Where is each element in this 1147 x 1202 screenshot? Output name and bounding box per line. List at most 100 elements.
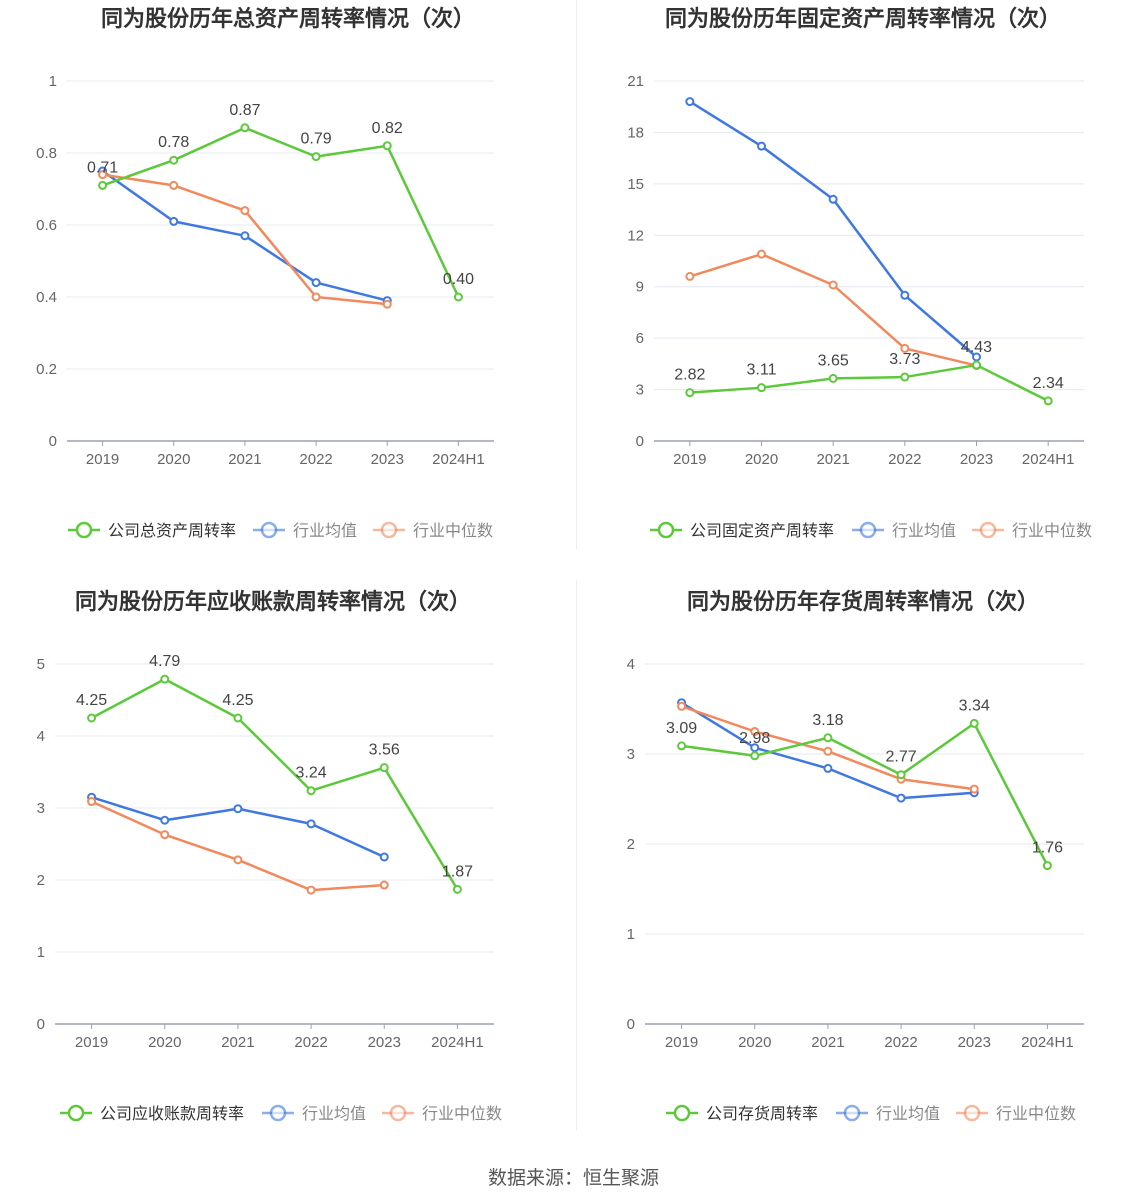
data-point-company[interactable] — [757, 383, 766, 393]
data-point-company[interactable] — [896, 770, 906, 780]
data-point-median[interactable] — [900, 343, 910, 353]
series-line-company — [90, 677, 459, 891]
chart-title: 同为股份历年总资产周转率情况（次） — [101, 6, 475, 31]
legend-marker-circle-median[interactable] — [380, 521, 398, 539]
legend-label[interactable]: 行业均值 — [892, 522, 956, 540]
data-point-company[interactable] — [1043, 396, 1053, 406]
legend-label[interactable]: 公司总资产周转率 — [108, 522, 236, 540]
y-tick-label: 0.8 — [36, 145, 57, 162]
legend-label[interactable]: 行业中位数 — [413, 522, 493, 540]
data-point-company[interactable] — [828, 373, 838, 383]
data-point-company[interactable] — [1042, 861, 1052, 871]
data-point-average[interactable] — [823, 763, 833, 773]
data-point-average[interactable] — [828, 194, 838, 204]
data-point-median[interactable] — [685, 271, 695, 281]
legend-label[interactable]: 公司存货周转率 — [706, 1105, 818, 1123]
data-point-company[interactable] — [453, 292, 463, 302]
y-tick-label: 3 — [627, 746, 635, 763]
x-tick-label: 2022 — [884, 1034, 917, 1051]
data-point-company[interactable] — [379, 763, 389, 773]
x-tick-label: 2019 — [75, 1034, 108, 1051]
legend-marker-circle-company[interactable] — [75, 521, 93, 539]
legend-label[interactable]: 行业中位数 — [996, 1105, 1076, 1123]
legend-label[interactable]: 公司固定资产周转率 — [690, 522, 834, 540]
legend-marker-circle-average[interactable] — [260, 521, 278, 539]
data-point-average[interactable] — [757, 141, 766, 151]
data-point-average[interactable] — [685, 97, 695, 107]
data-point-median[interactable] — [169, 180, 179, 190]
legend-label[interactable]: 行业均值 — [876, 1105, 940, 1123]
legend-label[interactable]: 行业中位数 — [1012, 522, 1092, 540]
data-point-company[interactable] — [169, 155, 179, 165]
data-point-company[interactable] — [240, 123, 250, 133]
x-tick-label: 2022 — [299, 451, 332, 468]
data-point-company[interactable] — [87, 713, 97, 723]
legend-marker-circle-company[interactable] — [673, 1104, 691, 1122]
series-line-average — [689, 100, 978, 358]
data-point-average[interactable] — [306, 819, 316, 829]
data-point-average[interactable] — [379, 852, 389, 862]
y-tick-label: 9 — [636, 279, 644, 296]
chart-title: 同为股份历年应收账款周转率情况（次） — [75, 589, 471, 614]
legend-marker-circle-median[interactable] — [979, 521, 997, 539]
data-point-average[interactable] — [896, 793, 906, 803]
data-point-median[interactable] — [757, 249, 766, 259]
data-point-company[interactable] — [750, 751, 760, 761]
data-point-average[interactable] — [750, 743, 760, 753]
data-point-median[interactable] — [379, 880, 389, 890]
data-point-median[interactable] — [828, 280, 838, 290]
data-point-company[interactable] — [677, 741, 687, 751]
legend-marker-circle-average[interactable] — [843, 1104, 861, 1122]
legend-marker-circle-median[interactable] — [963, 1104, 981, 1122]
data-point-average[interactable] — [233, 804, 243, 814]
legend-label[interactable]: 公司应收账款周转率 — [100, 1104, 244, 1123]
legend-label[interactable]: 行业均值 — [302, 1105, 366, 1123]
data-point-company[interactable] — [972, 360, 981, 370]
legend-label[interactable]: 行业中位数 — [422, 1105, 502, 1123]
data-point-median[interactable] — [160, 830, 170, 840]
data-point-median[interactable] — [823, 746, 833, 756]
legend-marker-circle-company[interactable] — [657, 521, 675, 539]
data-point-median[interactable] — [87, 797, 97, 807]
x-tick-label: 2023 — [958, 1034, 991, 1051]
data-label: 0.79 — [301, 131, 332, 148]
x-tick-label: 2019 — [86, 451, 119, 468]
legend-label[interactable]: 行业均值 — [293, 522, 357, 540]
data-label: 4.43 — [961, 339, 992, 356]
data-point-company[interactable] — [233, 713, 243, 723]
data-point-company[interactable] — [382, 141, 392, 151]
data-point-average[interactable] — [311, 278, 321, 288]
data-point-median[interactable] — [233, 855, 243, 865]
legend-marker-circle-median[interactable] — [389, 1104, 407, 1122]
data-point-median[interactable] — [240, 206, 250, 216]
series-line-company — [681, 722, 1049, 867]
data-point-company[interactable] — [969, 718, 979, 728]
data-point-company[interactable] — [685, 388, 695, 398]
legend-marker-circle-average[interactable] — [859, 521, 877, 539]
data-label: 3.34 — [959, 697, 990, 714]
data-point-median[interactable] — [969, 784, 979, 794]
legend-marker-circle-company[interactable] — [67, 1104, 85, 1122]
data-point-company[interactable] — [900, 372, 910, 382]
data-point-average[interactable] — [240, 231, 250, 241]
data-point-company[interactable] — [160, 674, 170, 684]
data-point-company[interactable] — [823, 733, 833, 743]
data-point-median[interactable] — [382, 299, 392, 309]
x-tick-label: 2021 — [221, 1034, 254, 1051]
data-point-company[interactable] — [452, 884, 462, 894]
data-point-average[interactable] — [169, 216, 179, 226]
data-point-median[interactable] — [306, 885, 316, 895]
data-label: 2.98 — [739, 730, 770, 747]
data-point-company[interactable] — [311, 152, 321, 162]
data-point-company[interactable] — [306, 786, 316, 796]
data-point-median[interactable] — [311, 292, 321, 302]
data-point-median[interactable] — [677, 701, 687, 711]
data-point-average[interactable] — [900, 290, 910, 300]
data-point-average[interactable] — [972, 352, 981, 362]
legend-marker-circle-average[interactable] — [269, 1104, 287, 1122]
data-point-median[interactable] — [750, 727, 760, 736]
data-point-company[interactable] — [98, 180, 108, 190]
x-tick-label: 2019 — [665, 1034, 698, 1051]
data-point-median[interactable] — [98, 170, 108, 180]
data-point-average[interactable] — [160, 815, 170, 825]
